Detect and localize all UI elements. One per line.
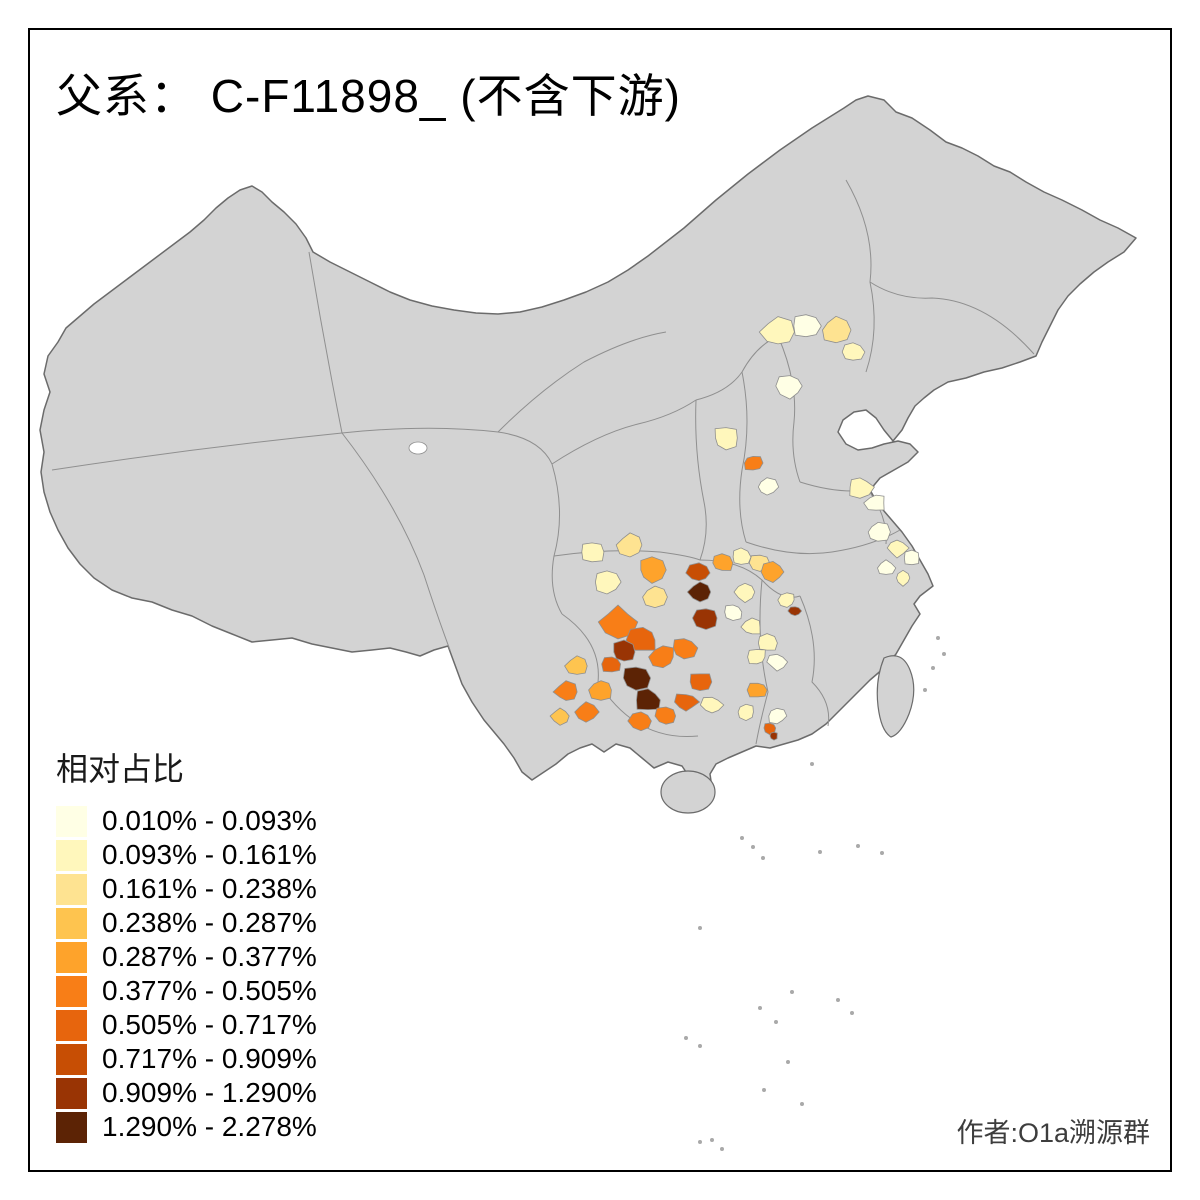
legend-entries: 0.010% - 0.093% 0.093% - 0.161% 0.161% - 0… — [56, 804, 317, 1144]
taiwan-island — [876, 655, 915, 738]
legend-label: 0.161% - 0.238% — [102, 873, 317, 904]
map-region — [686, 581, 712, 603]
legend-label: 0.505% - 0.717% — [102, 1009, 317, 1040]
hainan-island — [660, 770, 716, 814]
map-region — [692, 608, 718, 630]
legend-entry: 0.505% - 0.717% — [56, 1008, 317, 1042]
map-region — [689, 673, 713, 692]
map-region — [699, 696, 725, 714]
map-region — [622, 666, 652, 691]
legend-entry: 0.010% - 0.093% — [56, 804, 317, 838]
author-credit: 作者:O1a溯源群 — [956, 1118, 1150, 1148]
map-region — [588, 680, 612, 701]
islands — [660, 655, 915, 814]
map-region — [903, 549, 920, 566]
legend-swatch — [56, 975, 87, 1007]
map-region — [757, 633, 778, 651]
map-region — [674, 693, 701, 712]
map-region — [757, 477, 780, 496]
map-title: 父系： C-F11898_ (不含下游) — [56, 70, 681, 122]
legend-label: 0.287% - 0.377% — [102, 941, 317, 972]
map-region — [777, 592, 795, 608]
map-region — [552, 680, 578, 701]
legend-swatch — [56, 805, 87, 837]
map-region — [822, 315, 852, 344]
map-region — [615, 532, 643, 558]
map-region — [877, 559, 897, 575]
map-region — [758, 316, 795, 345]
legend-label: 0.717% - 0.909% — [102, 1043, 317, 1074]
legend-label: 0.238% - 0.287% — [102, 907, 317, 938]
map-region — [685, 562, 711, 582]
map-region — [746, 682, 768, 698]
legend-swatch — [56, 1111, 87, 1143]
legend-swatch — [56, 1009, 87, 1041]
legend-swatch — [56, 907, 87, 939]
map-region — [747, 649, 766, 665]
qinghai-lake — [408, 441, 428, 455]
legend-entry: 0.093% - 0.161% — [56, 838, 317, 872]
legend-entry: 0.377% - 0.505% — [56, 974, 317, 1008]
legend: 相对占比 0.010% - 0.093% 0.093% - 0.161% 0.161… — [56, 744, 317, 1144]
legend-swatch — [56, 1043, 87, 1075]
mainland — [39, 95, 1137, 801]
map-region — [867, 521, 891, 542]
map-region — [732, 547, 752, 565]
map-region — [654, 706, 677, 725]
map-region — [733, 582, 756, 604]
map-region — [863, 494, 885, 511]
map-region — [743, 455, 764, 471]
map-region — [627, 711, 652, 732]
map-region — [886, 539, 910, 559]
map-region — [581, 542, 605, 563]
map-region — [766, 653, 789, 672]
legend-swatch — [56, 1077, 87, 1109]
legend-swatch — [56, 873, 87, 905]
map-region — [849, 477, 875, 499]
legend-entry: 1.290% - 2.278% — [56, 1110, 317, 1144]
map-region — [760, 560, 785, 583]
map-region — [724, 604, 743, 621]
sea-marks — [684, 636, 946, 1151]
legend-entry: 0.161% - 0.238% — [56, 872, 317, 906]
map-region — [574, 701, 600, 723]
map-region — [594, 570, 622, 595]
map-region — [712, 553, 734, 571]
map-region — [549, 707, 570, 726]
map-region — [714, 427, 738, 451]
map-region — [841, 342, 866, 361]
map-region — [613, 639, 636, 662]
map-region — [737, 703, 754, 722]
map-region — [793, 314, 822, 338]
map-region — [896, 569, 911, 587]
map-region — [787, 606, 803, 617]
legend-label: 0.909% - 1.290% — [102, 1077, 317, 1108]
map-region — [672, 638, 699, 660]
map-region — [601, 656, 622, 673]
legend-entry: 0.909% - 1.290% — [56, 1076, 317, 1110]
colored-regions — [549, 314, 920, 741]
legend-label: 0.010% - 0.093% — [102, 805, 317, 836]
legend-swatch — [56, 941, 87, 973]
map-region — [648, 645, 675, 669]
china-mainland-shape — [39, 95, 1137, 801]
map-region — [775, 375, 803, 400]
legend-entry: 0.238% - 0.287% — [56, 906, 317, 940]
legend-label: 1.290% - 2.278% — [102, 1111, 317, 1142]
legend-entry: 0.287% - 0.377% — [56, 940, 317, 974]
map-region — [768, 707, 788, 725]
map-region — [642, 585, 668, 609]
legend-label: 0.093% - 0.161% — [102, 839, 317, 870]
legend-title: 相对占比 — [56, 751, 185, 787]
legend-label: 0.377% - 0.505% — [102, 975, 317, 1006]
map-region — [636, 688, 661, 711]
map-region — [769, 731, 778, 741]
map-region — [564, 655, 588, 675]
map-region — [740, 617, 761, 635]
legend-swatch — [56, 839, 87, 871]
map-region — [640, 556, 667, 584]
legend-entry: 0.717% - 0.909% — [56, 1042, 317, 1076]
